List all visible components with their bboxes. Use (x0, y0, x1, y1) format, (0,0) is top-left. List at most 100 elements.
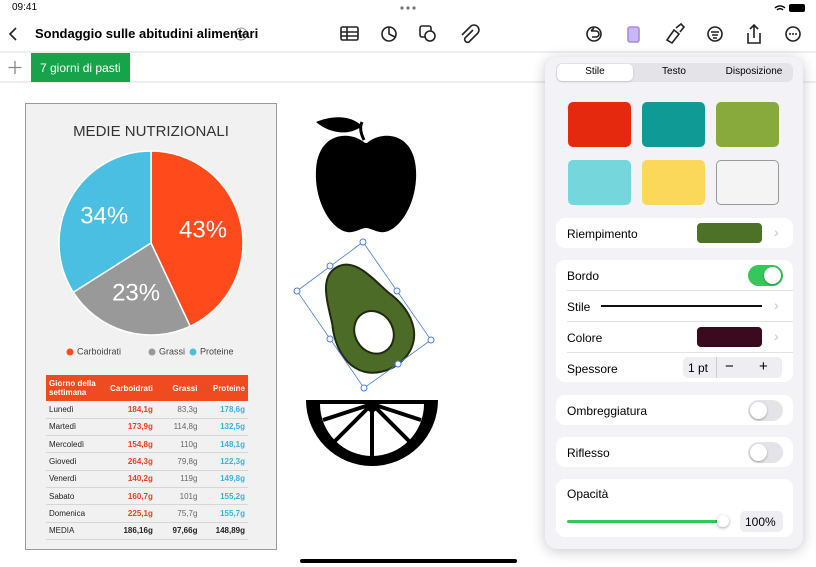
table-cell: 148,89g (215, 526, 245, 536)
style-swatch[interactable] (716, 160, 779, 205)
table-cell: 122,3g (220, 457, 245, 467)
tab-style[interactable]: Stile (585, 66, 605, 77)
legend-label: Carboidrati (77, 346, 121, 356)
slice-label: 43% (179, 217, 227, 244)
table-cell: 83,3g (177, 404, 198, 414)
slider-thumb[interactable] (717, 515, 729, 527)
avocado-shape[interactable] (303, 248, 428, 386)
sheet-tab-label: 7 giorni di pasti (40, 61, 121, 75)
thickness-label: Spessore (567, 362, 618, 376)
table-cell: Lunedì (49, 404, 74, 414)
style-swatch[interactable] (642, 160, 705, 205)
pie-chart: MEDIE NUTRIZIONALI 43% 23% 34% Carboidrati G… (58, 123, 244, 356)
segmented-control: Stile Testo Disposizione (556, 63, 793, 82)
header-cell: Carboidrati (110, 383, 153, 393)
style-swatch[interactable] (642, 102, 705, 147)
fill-swatch (697, 223, 762, 243)
opacity-field[interactable]: 100% (740, 511, 783, 532)
pie-slice (72, 241, 192, 336)
tab-arrange[interactable]: Disposizione (725, 66, 783, 77)
pie-slice (150, 150, 244, 328)
apple-shape[interactable] (315, 117, 417, 233)
table-cell: 155,2g (220, 491, 245, 501)
separator (567, 352, 793, 353)
table-row: Sabato 160,7g 101g 155,2g (46, 487, 248, 505)
data-table: Giorno della settimana Carboidrati Grassi P… (46, 375, 248, 540)
style-swatch[interactable] (568, 102, 631, 147)
table-cell: 225,1g (127, 508, 153, 518)
opacity-value: 100% (745, 515, 776, 529)
separator (567, 321, 793, 322)
table-cell: 264,3g (127, 457, 153, 467)
sheet-tab[interactable]: 7 giorni di pasti (31, 53, 130, 82)
border-color-swatch[interactable] (697, 327, 762, 347)
thickness-stepper: 1 pt − + (683, 357, 782, 378)
table-cell: MEDIA (49, 526, 75, 536)
home-indicator (300, 559, 517, 563)
table-cell: 154,8g (127, 439, 153, 449)
table-cell: 160,7g (127, 491, 153, 501)
line-style-preview[interactable] (601, 305, 762, 307)
table-cell: 79,8g (177, 457, 198, 467)
decrement-button[interactable]: − (725, 358, 734, 375)
table-cell: Venerdì (49, 474, 77, 484)
shadow-toggle[interactable] (748, 400, 783, 421)
legend-swatch (148, 348, 156, 356)
opacity-group: Opacità 100% (556, 479, 793, 537)
slice-label: 23% (112, 280, 160, 307)
table-row: Martedì 173,9g 114,8g 132,5g (46, 418, 248, 436)
header-cell: Proteine (212, 383, 245, 393)
table-row: Mercoledì 154,8g 110g 148,1g (46, 436, 248, 453)
table-cell: 184,1g (127, 404, 153, 414)
table-cell: 173,9g (127, 422, 153, 432)
legend-label: Proteine (200, 346, 234, 356)
table-cell: Domenica (49, 508, 86, 518)
border-label: Bordo (567, 269, 600, 283)
table-cell: Mercoledì (49, 439, 85, 449)
lime-shape[interactable] (306, 400, 438, 466)
table-row: MEDIA 186,16g 97,66g 148,89g (46, 522, 248, 540)
table-cell: 148,1g (220, 439, 245, 449)
fill-row[interactable]: Riempimento › (556, 218, 793, 248)
style-swatch[interactable] (716, 102, 779, 147)
chevron: › (774, 297, 779, 313)
table-cell: 114,8g (173, 422, 198, 432)
legend-swatch (189, 348, 197, 356)
table-cell: Giovedì (49, 457, 77, 467)
table-row: Lunedì 184,1g 83,3g 178,6g (46, 401, 248, 419)
chart-title: MEDIE NUTRIZIONALI (73, 123, 229, 140)
table-cell: 97,66g (172, 526, 198, 536)
table-cell: 155,7g (220, 508, 245, 518)
pie-slice (58, 150, 152, 294)
table-row: Venerdì 140,2g 119g 149,8g (46, 470, 248, 488)
status-time: 09:41 (12, 2, 38, 13)
table-cell: 140,2g (127, 474, 153, 484)
legend-label: Grassi (159, 346, 185, 356)
table-cell: 178,6g (220, 404, 245, 414)
document-title[interactable]: Sondaggio sulle abitudini alimentari (35, 26, 259, 41)
table-cell: 110g (180, 439, 198, 449)
table-row: Domenica 225,1g 75,7g 155,7g (46, 505, 248, 523)
color-label: Colore (567, 331, 603, 345)
table-cell: Martedì (49, 422, 77, 432)
header-cell: Grassi (172, 383, 198, 393)
increment-button[interactable]: + (759, 358, 768, 375)
reflection-toggle[interactable] (748, 442, 783, 463)
style-swatch[interactable] (568, 160, 631, 205)
table-header-row: Giorno della settimana Carboidrati Grassi P… (46, 375, 248, 401)
slice-label: 34% (80, 203, 128, 230)
fill-label: Riempimento (567, 227, 638, 241)
table-row: Giovedì 264,3g 79,8g 122,3g (46, 453, 248, 471)
chevron: › (774, 328, 779, 344)
table-cell: 75,7g (177, 508, 198, 518)
reflection-row: Riflesso (556, 437, 793, 467)
legend-swatch (66, 348, 74, 356)
table-cell: 149,8g (220, 474, 245, 484)
line-style-label: Stile (567, 300, 591, 314)
table-cell: 132,5g (220, 422, 245, 432)
border-toggle[interactable] (748, 265, 783, 286)
thickness-value: 1 pt (688, 361, 709, 375)
tab-text[interactable]: Testo (662, 66, 686, 77)
opacity-slider[interactable] (567, 520, 724, 523)
